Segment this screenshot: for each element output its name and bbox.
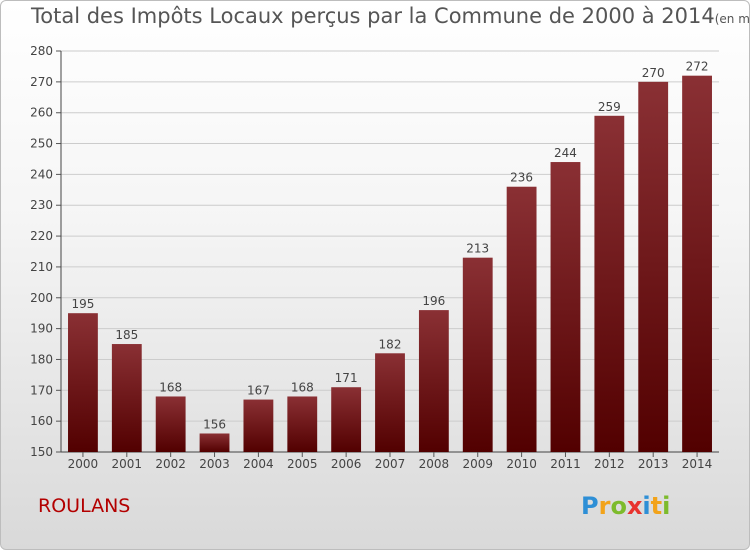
bar-2007 (375, 353, 405, 452)
data-label: 236 (510, 171, 533, 185)
x-tick-label: 2000 (68, 457, 99, 471)
data-label: 168 (291, 380, 314, 394)
bar-2014 (682, 75, 712, 452)
logo-letter: i (662, 492, 671, 520)
x-tick-label: 2014 (682, 457, 713, 471)
commune-name: ROULANS (38, 495, 131, 517)
y-tick-label: 260 (30, 106, 53, 120)
y-tick-label: 160 (30, 414, 53, 428)
logo-letter: r (598, 492, 611, 520)
bar-2009 (462, 257, 493, 452)
bar-2012 (594, 115, 625, 453)
y-tick-label: 190 (30, 322, 53, 336)
data-label: 156 (203, 417, 226, 431)
y-tick-label: 270 (30, 75, 53, 89)
bar-2006 (331, 387, 362, 452)
logo-letter: o (610, 492, 627, 520)
proxiti-logo[interactable]: Proxiti (581, 492, 670, 520)
logo-letter: x (626, 492, 643, 520)
x-tick-label: 2004 (243, 457, 274, 471)
x-tick-label: 2001 (112, 457, 143, 471)
bar-2004 (243, 399, 274, 452)
y-tick-label: 230 (30, 198, 53, 212)
data-label: 195 (71, 297, 94, 311)
x-tick-label: 2005 (287, 457, 318, 471)
y-tick-label: 200 (30, 291, 53, 305)
data-label: 244 (554, 146, 577, 160)
bar-2000 (68, 313, 98, 452)
data-label: 168 (159, 380, 182, 394)
bar-2010 (506, 186, 537, 452)
x-tick-label: 2007 (375, 457, 406, 471)
chart-title: Total des Impôts Locaux perçus par la Co… (31, 4, 750, 28)
y-tick-label: 220 (30, 229, 53, 243)
data-label: 185 (115, 328, 138, 342)
data-label: 167 (247, 384, 270, 398)
data-label: 196 (422, 294, 445, 308)
logo-letter: P (581, 492, 599, 520)
x-tick-label: 2008 (419, 457, 450, 471)
y-tick-label: 240 (30, 167, 53, 181)
bar-2003 (199, 433, 230, 452)
x-tick-label: 2002 (155, 457, 186, 471)
y-tick-label: 250 (30, 137, 53, 151)
data-label: 182 (379, 337, 402, 351)
bar-2002 (155, 396, 186, 452)
bar-2005 (287, 396, 318, 452)
y-tick-label: 180 (30, 352, 53, 366)
logo-letter: i (642, 492, 651, 520)
bar-2011 (550, 162, 581, 453)
bar-2001 (111, 344, 142, 452)
title-text: Total des Impôts Locaux perçus par la Co… (31, 4, 715, 28)
y-tick-label: 210 (30, 260, 53, 274)
x-tick-label: 2011 (550, 457, 581, 471)
x-tick-label: 2009 (462, 457, 493, 471)
bar-2013 (638, 81, 669, 452)
data-label: 171 (335, 371, 358, 385)
x-tick-label: 2012 (594, 457, 625, 471)
bar-2008 (418, 310, 449, 452)
data-label: 270 (642, 66, 665, 80)
title-unit: (en milliers d'€) (714, 12, 750, 26)
x-tick-label: 2010 (506, 457, 537, 471)
data-label: 272 (686, 60, 709, 74)
x-tick-label: 2003 (199, 457, 230, 471)
x-tick-label: 2006 (331, 457, 362, 471)
y-tick-label: 170 (30, 383, 53, 397)
x-tick-label: 2013 (638, 457, 669, 471)
y-tick-label: 280 (30, 44, 53, 58)
data-label: 259 (598, 100, 621, 114)
y-tick-label: 150 (30, 445, 53, 459)
logo-letter: t (650, 492, 663, 520)
data-label: 213 (466, 242, 489, 256)
